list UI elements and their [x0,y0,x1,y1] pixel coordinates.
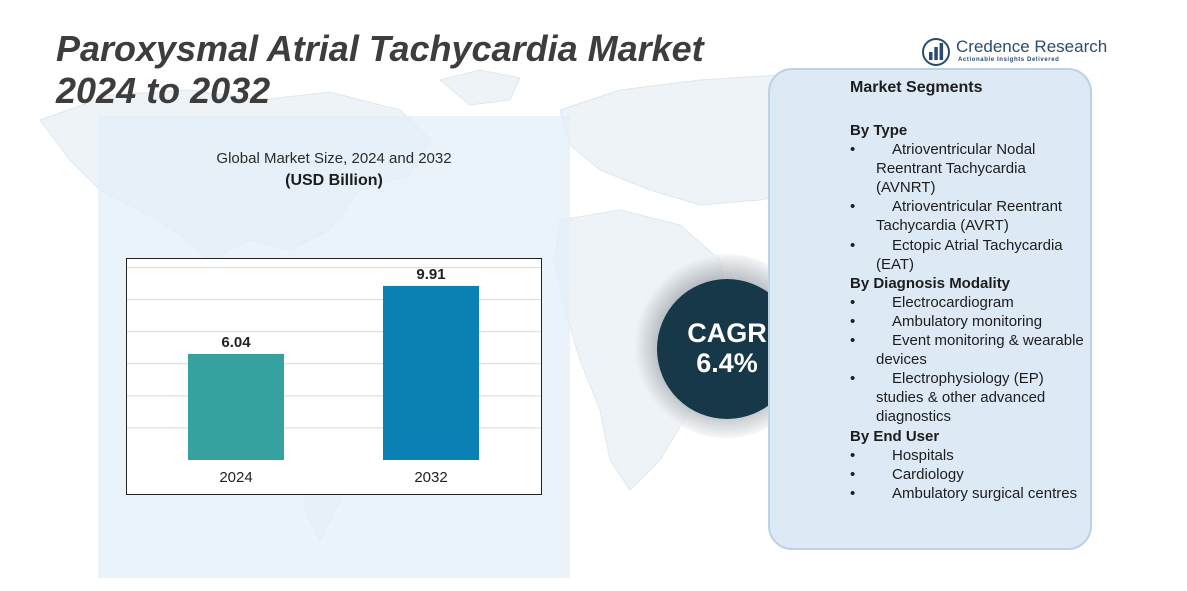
segment-group-type: By Type • Atrioventricular Nodal Reentran… [850,121,1085,274]
list-item: • Ambulatory monitoring [850,312,1043,330]
data-labels: 6.04 9.91 [221,266,445,351]
cagr-value: 6.4% [696,348,758,378]
bar-2032 [383,285,479,460]
bar-2024 [188,353,284,460]
list-item: • Electrocardiogram [850,293,1014,311]
list-item: • Atrioventricular Reentrant Tachycardia … [850,198,1063,235]
data-label-2032: 9.91 [416,266,445,283]
title-line-2: 2024 to 2032 [56,70,271,111]
list-item: • Atrioventricular Nodal Reentrant Tachyc… [850,141,1036,197]
logo-name: Credence Research [956,37,1108,56]
cagr-circle [657,279,797,419]
list-item: • Cardiology [850,465,964,483]
title-line-1: Paroxysmal Atrial Tachycardia Market [56,28,704,69]
segments-list: By Type • Atrioventricular Nodal Reentran… [850,121,1085,503]
bar-chart: 6.04 9.91 2024 2032 [126,258,542,495]
list-item: • Event monitoring & wearable devices [850,332,1084,369]
tick-label-2024: 2024 [219,469,252,486]
bar-chart-logo-icon [922,38,950,66]
list-item: • Ambulatory surgical centres [850,484,1078,502]
chart-subtitle: (USD Billion) [285,172,383,189]
market-segments-panel [768,68,1092,550]
segment-group-title: By Type [850,122,908,139]
segment-group-diagnosis: By Diagnosis Modality • Electrocardiogram… [850,274,1085,427]
list-item: • Electrophysiology (EP) studies & other … [850,370,1046,426]
bars [188,285,479,460]
page-title: Paroxysmal Atrial Tachycardia Market 202… [56,28,756,112]
company-logo: Credence Research Actionable Insights De… [922,36,1112,70]
tick-label-2032: 2032 [414,469,447,486]
list-item: • Hospitals [850,446,954,464]
logo-tagline: Actionable Insights Delivered [958,57,1060,63]
chart-title: Global Market Size, 2024 and 2032 [216,150,452,167]
market-segments-heading: Market Segments [850,79,983,96]
segment-group-title: By Diagnosis Modality [850,274,1011,292]
data-label-2024: 6.04 [221,334,251,351]
segment-group-end-user: By End User • Hospitals • Cardiology • Ambu… [850,427,1085,503]
cagr-text: CAGR 6.4% [657,318,797,378]
cagr-label: CAGR [687,318,767,348]
list-item: • Ectopic Atrial Tachycardia (EAT) [850,236,1063,273]
segment-group-title: By End User [850,427,940,445]
tick-labels: 2024 2032 [219,469,447,486]
